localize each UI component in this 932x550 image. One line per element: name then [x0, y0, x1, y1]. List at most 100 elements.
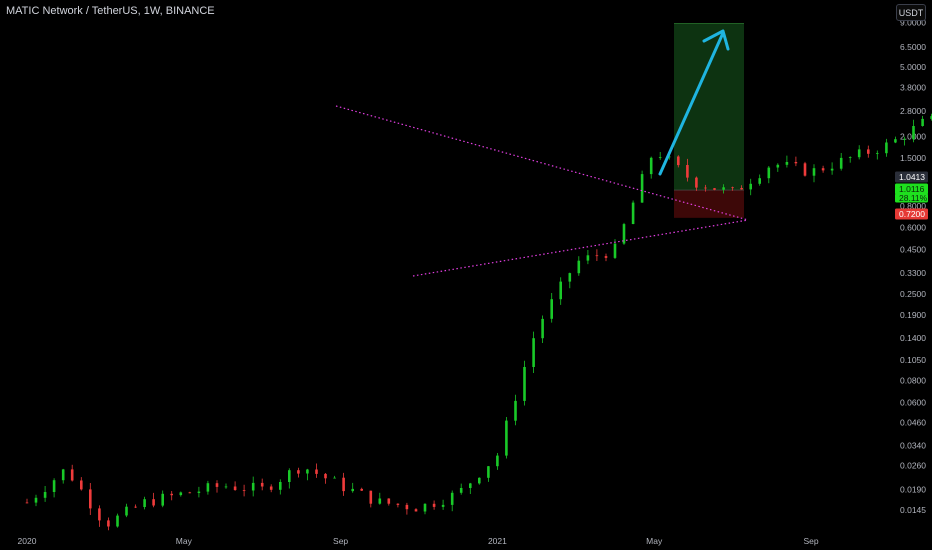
- candle[interactable]: [34, 494, 38, 507]
- candle[interactable]: [459, 483, 463, 495]
- candle[interactable]: [876, 150, 879, 160]
- candle[interactable]: [550, 293, 553, 323]
- candle[interactable]: [369, 490, 373, 508]
- candle[interactable]: [921, 115, 924, 127]
- candle[interactable]: [677, 155, 680, 168]
- candle[interactable]: [695, 176, 698, 191]
- candle[interactable]: [758, 174, 761, 186]
- candle[interactable]: [396, 503, 400, 508]
- candle[interactable]: [324, 473, 327, 484]
- candle[interactable]: [450, 490, 454, 512]
- candle[interactable]: [188, 491, 192, 494]
- candle[interactable]: [649, 156, 653, 179]
- candle[interactable]: [70, 464, 74, 482]
- candle[interactable]: [541, 315, 544, 344]
- candle[interactable]: [333, 475, 336, 479]
- candle[interactable]: [179, 491, 183, 497]
- candle[interactable]: [794, 156, 798, 167]
- candle[interactable]: [61, 468, 65, 484]
- candle[interactable]: [233, 481, 237, 491]
- candle[interactable]: [848, 156, 852, 163]
- candle[interactable]: [713, 188, 716, 191]
- candle[interactable]: [640, 170, 644, 203]
- candle[interactable]: [197, 486, 201, 498]
- candle[interactable]: [740, 185, 743, 190]
- candle[interactable]: [704, 184, 707, 192]
- candle[interactable]: [315, 463, 318, 478]
- candle[interactable]: [867, 145, 870, 158]
- candle[interactable]: [25, 498, 29, 504]
- candle[interactable]: [912, 119, 915, 143]
- candle[interactable]: [830, 162, 834, 175]
- candle[interactable]: [812, 164, 816, 183]
- candle[interactable]: [496, 453, 499, 470]
- candle[interactable]: [803, 161, 807, 177]
- candle[interactable]: [387, 498, 391, 506]
- price-axis[interactable]: 9.00006.50005.00003.80002.80002.00001.50…: [900, 17, 926, 515]
- candle[interactable]: [885, 138, 888, 157]
- candle[interactable]: [161, 490, 164, 508]
- candle[interactable]: [785, 155, 789, 168]
- candle[interactable]: [722, 184, 725, 194]
- projection-arrow[interactable]: [658, 29, 730, 176]
- candle[interactable]: [342, 472, 345, 496]
- candle[interactable]: [523, 360, 526, 406]
- candle[interactable]: [405, 502, 409, 515]
- candle[interactable]: [378, 492, 382, 505]
- candle[interactable]: [351, 482, 354, 493]
- candle[interactable]: [143, 496, 146, 510]
- candle[interactable]: [224, 483, 228, 489]
- candle[interactable]: [532, 331, 535, 373]
- candle[interactable]: [839, 153, 843, 171]
- candle[interactable]: [857, 145, 861, 160]
- currency-button[interactable]: USDT: [896, 4, 926, 21]
- candle[interactable]: [478, 477, 481, 485]
- candle[interactable]: [80, 477, 83, 491]
- time-axis[interactable]: 2020MaySep2021MaySep2022MaySep2023MaySep…: [18, 536, 932, 546]
- candle[interactable]: [595, 249, 599, 261]
- candle[interactable]: [469, 482, 472, 494]
- candle[interactable]: [559, 277, 562, 305]
- candle[interactable]: [514, 394, 517, 426]
- candle[interactable]: [251, 476, 255, 497]
- candle[interactable]: [125, 503, 128, 518]
- candle[interactable]: [776, 163, 780, 172]
- candle[interactable]: [288, 468, 291, 489]
- candle[interactable]: [170, 491, 173, 501]
- candle[interactable]: [487, 466, 490, 482]
- candle[interactable]: [622, 222, 626, 245]
- candle[interactable]: [306, 468, 309, 481]
- candle[interactable]: [116, 513, 119, 528]
- candles[interactable]: [25, 113, 932, 531]
- candle[interactable]: [658, 152, 662, 160]
- candle[interactable]: [279, 479, 282, 495]
- candle[interactable]: [586, 250, 590, 265]
- candle[interactable]: [242, 484, 246, 497]
- candle[interactable]: [134, 504, 137, 509]
- stop-loss-zone[interactable]: [674, 190, 744, 218]
- candle[interactable]: [686, 158, 689, 182]
- candle[interactable]: [152, 492, 155, 508]
- lower-trendline[interactable]: [412, 219, 749, 277]
- candle[interactable]: [505, 417, 508, 459]
- candle[interactable]: [52, 478, 56, 498]
- profit-zone[interactable]: [674, 23, 744, 191]
- candle[interactable]: [297, 467, 300, 478]
- candle[interactable]: [414, 508, 418, 512]
- candle[interactable]: [107, 517, 110, 531]
- candle[interactable]: [215, 480, 219, 493]
- candle[interactable]: [631, 200, 635, 225]
- candle[interactable]: [604, 253, 608, 262]
- candle[interactable]: [441, 499, 445, 510]
- candle[interactable]: [360, 487, 363, 491]
- candle[interactable]: [98, 505, 101, 527]
- candle[interactable]: [767, 166, 771, 184]
- candle[interactable]: [821, 165, 825, 173]
- candle[interactable]: [43, 486, 47, 502]
- candle[interactable]: [432, 500, 436, 510]
- candle[interactable]: [903, 136, 906, 146]
- candle[interactable]: [577, 256, 581, 276]
- candle[interactable]: [894, 136, 897, 144]
